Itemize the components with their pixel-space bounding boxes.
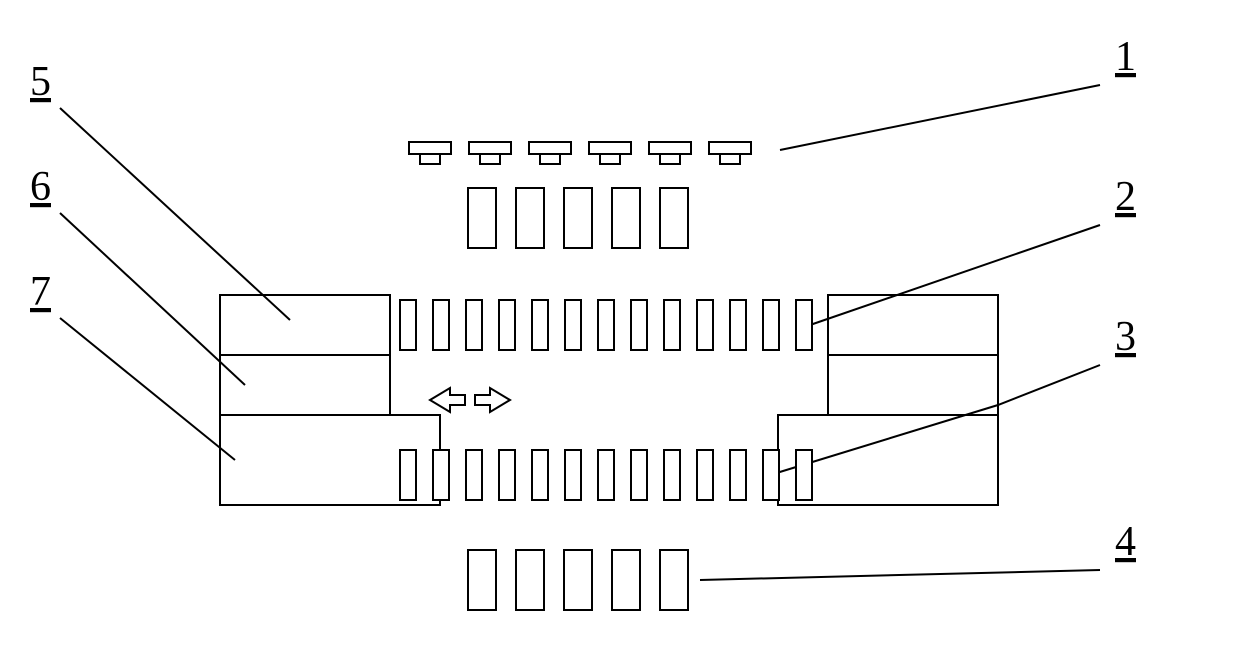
upper-thick-bar <box>516 188 544 248</box>
mid-lower-thin-bar <box>433 450 449 500</box>
callout-label-1: 1 <box>1115 34 1136 80</box>
mid-lower-thin-bar <box>400 450 416 500</box>
top-flange-cap <box>469 142 511 154</box>
callout-label-4: 4 <box>1115 519 1136 565</box>
mid-lower-thin-bar <box>796 450 812 500</box>
top-flange-cap <box>529 142 571 154</box>
mid-upper-thin-bar <box>565 300 581 350</box>
mid-upper-thin-bar <box>499 300 515 350</box>
double-arrow-left <box>430 388 465 412</box>
upper-thick-bar <box>468 188 496 248</box>
mid-upper-thin-bar <box>697 300 713 350</box>
mid-upper-thin-bar <box>664 300 680 350</box>
left-block-top <box>220 295 390 355</box>
mid-upper-thin-bar <box>730 300 746 350</box>
mid-upper-thin-bar <box>598 300 614 350</box>
top-flange-stem <box>420 154 440 164</box>
mid-lower-thin-bar <box>466 450 482 500</box>
callout-label-3: 3 <box>1115 314 1136 360</box>
upper-thick-bar <box>612 188 640 248</box>
callout-label-7: 7 <box>30 269 51 315</box>
mid-upper-thin-bar <box>466 300 482 350</box>
right-block-middle <box>828 355 998 415</box>
left-block-middle <box>220 355 390 415</box>
mid-lower-thin-bar <box>499 450 515 500</box>
leader-5 <box>60 108 290 320</box>
top-flange-cap <box>709 142 751 154</box>
upper-thick-bar <box>564 188 592 248</box>
top-flange-cap <box>649 142 691 154</box>
mid-lower-thin-bar <box>598 450 614 500</box>
leader-6 <box>60 213 245 385</box>
top-flange-stem <box>600 154 620 164</box>
bottom-thick-bar <box>612 550 640 610</box>
top-flange-cap <box>409 142 451 154</box>
top-flange-stem <box>480 154 500 164</box>
mid-upper-thin-bar <box>763 300 779 350</box>
top-flange-cap <box>589 142 631 154</box>
top-flange-stem <box>540 154 560 164</box>
bottom-thick-bar <box>660 550 688 610</box>
bottom-thick-bar <box>564 550 592 610</box>
mid-upper-thin-bar <box>796 300 812 350</box>
mid-upper-thin-bar <box>433 300 449 350</box>
mid-upper-thin-bar <box>631 300 647 350</box>
mid-lower-thin-bar <box>664 450 680 500</box>
top-flange-stem <box>720 154 740 164</box>
top-flange-stem <box>660 154 680 164</box>
leader-4 <box>700 570 1100 580</box>
mid-lower-thin-bar <box>697 450 713 500</box>
callout-label-2: 2 <box>1115 174 1136 220</box>
leader-1 <box>780 85 1100 150</box>
leader-7 <box>60 318 235 460</box>
mid-upper-thin-bar <box>400 300 416 350</box>
diagram-canvas: 1 2 3 4 5 6 7 <box>0 0 1240 665</box>
upper-thick-bar <box>660 188 688 248</box>
callout-label-5: 5 <box>30 59 51 105</box>
mid-lower-thin-bar <box>730 450 746 500</box>
mid-lower-thin-bar <box>763 450 779 500</box>
mid-lower-thin-bar <box>565 450 581 500</box>
mid-lower-thin-bar <box>532 450 548 500</box>
callout-label-6: 6 <box>30 164 51 210</box>
bottom-thick-bar <box>516 550 544 610</box>
mid-upper-thin-bar <box>532 300 548 350</box>
right-block-top <box>828 295 998 355</box>
mid-lower-thin-bar <box>631 450 647 500</box>
double-arrow-right <box>475 388 510 412</box>
bottom-thick-bar <box>468 550 496 610</box>
